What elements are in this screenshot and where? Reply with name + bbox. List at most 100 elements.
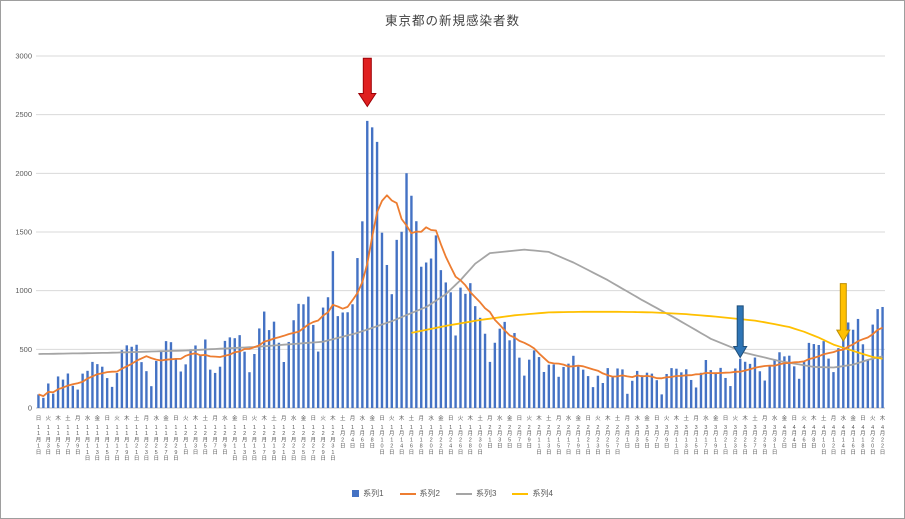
bar-series1: [474, 306, 477, 408]
bar-series1: [488, 361, 492, 408]
bar-series1: [292, 320, 295, 408]
bar-series1: [812, 344, 816, 408]
bar-series1: [523, 375, 526, 408]
bar-series1: [528, 359, 531, 408]
bar-series1: [135, 344, 138, 408]
bar-series1: [213, 372, 217, 408]
bar-series1: [194, 345, 197, 408]
bar-series1: [370, 127, 374, 408]
bar-series1: [302, 304, 305, 408]
legend-bar-marker-icon: [352, 490, 360, 497]
bar-series1: [385, 264, 389, 408]
bar-series1: [410, 195, 413, 408]
bar-series1: [699, 372, 703, 408]
y-axis-tick-label: 1000: [15, 286, 32, 295]
bar-series1: [120, 350, 124, 408]
bar-series1: [807, 342, 811, 408]
bar-series1: [768, 365, 771, 408]
bar-series1: [51, 393, 55, 408]
bar-series1: [596, 375, 600, 408]
bar-series1: [400, 231, 403, 408]
bar-series1: [312, 324, 315, 408]
bar-series1: [581, 369, 585, 408]
bar-series1: [748, 363, 752, 408]
bar-series1: [341, 312, 344, 408]
bar-series1: [101, 366, 104, 408]
bar-series1: [714, 372, 717, 408]
bar-series1: [650, 373, 654, 408]
bar-series1: [150, 386, 153, 408]
y-axis-tick-label: 500: [19, 345, 32, 354]
bar-series1: [42, 397, 45, 408]
bar-series1: [287, 341, 290, 408]
bar-series1: [743, 361, 747, 408]
bar-series1: [753, 357, 757, 408]
bar-series1: [709, 370, 712, 408]
bar-series1: [572, 355, 575, 408]
bar-series1: [71, 385, 75, 408]
bar-series1: [130, 346, 133, 408]
bar-series1: [739, 358, 742, 408]
bar-series1: [228, 337, 232, 408]
bar-series1: [704, 360, 708, 408]
bar-series1: [61, 379, 65, 408]
bar-series1: [390, 294, 393, 408]
bar-series1: [449, 292, 452, 408]
bar-series1: [469, 283, 472, 408]
bar-series1: [174, 358, 178, 408]
bar-series1: [817, 344, 820, 408]
bar-series1: [243, 351, 246, 408]
bar-series1: [86, 370, 89, 408]
bar-series1: [763, 380, 766, 408]
legend-item-series2: 系列2: [399, 488, 440, 499]
bar-series1: [552, 364, 555, 408]
bar-series1: [164, 341, 168, 408]
blue-down-arrow: [732, 305, 748, 359]
bar-series1: [238, 335, 241, 408]
bar-series1: [513, 333, 516, 408]
bar-series1: [851, 329, 855, 408]
bar-series1: [81, 373, 84, 408]
bar-series1: [788, 355, 791, 408]
bar-series1: [758, 371, 762, 408]
line-series2: [38, 194, 883, 397]
bar-series1: [591, 387, 595, 408]
bar-series1: [518, 357, 521, 408]
y-axis-tick-label: 2500: [15, 110, 32, 119]
bar-series1: [861, 344, 865, 408]
bar-series1: [429, 258, 433, 408]
bar-series1: [444, 282, 447, 408]
